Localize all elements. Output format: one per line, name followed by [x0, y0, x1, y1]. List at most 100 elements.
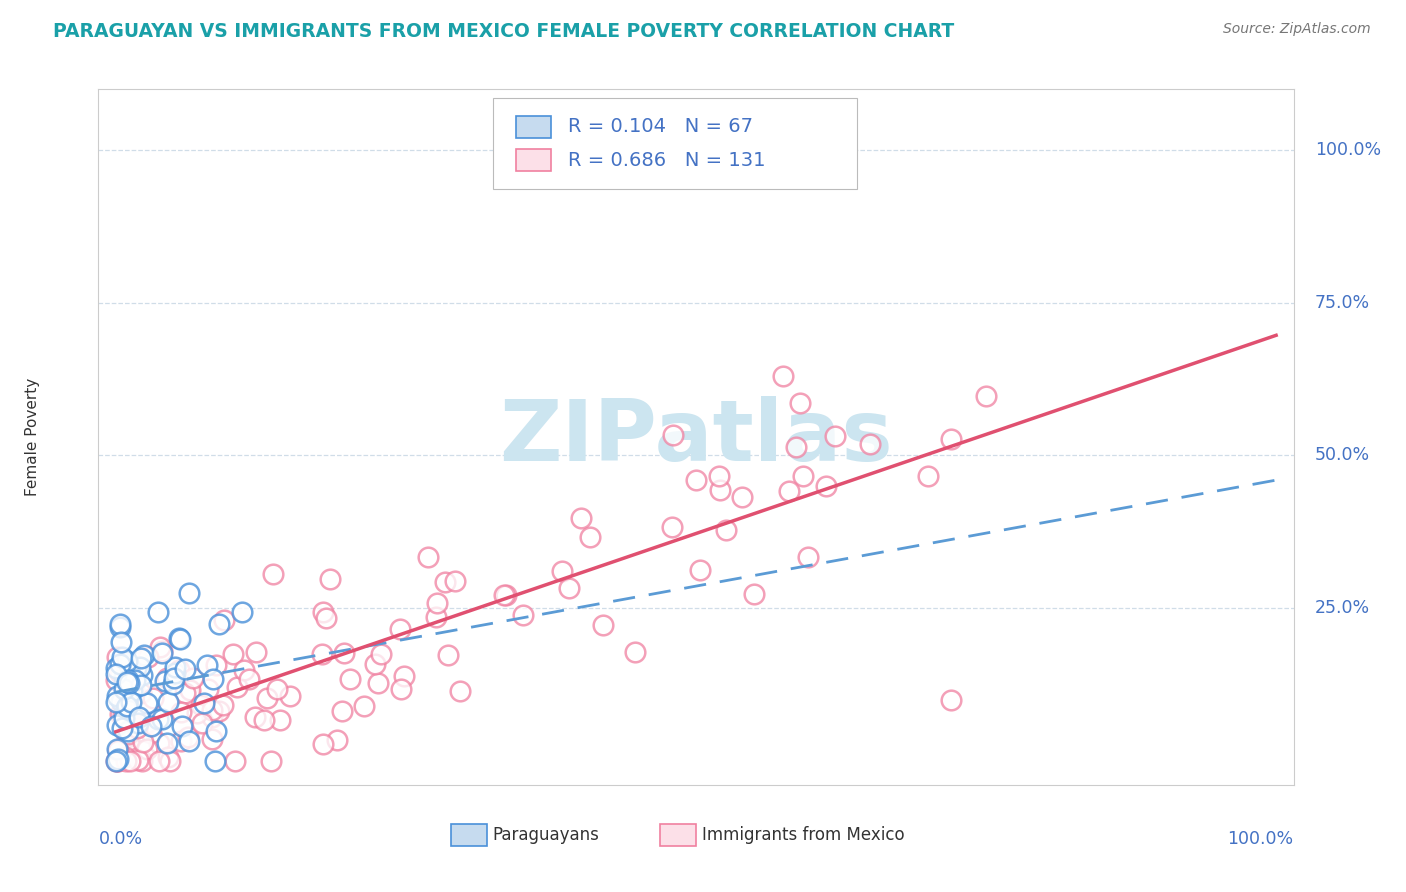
Point	[859, 437, 882, 451]
Point	[624, 645, 647, 659]
Point	[772, 368, 794, 383]
Point	[156, 750, 179, 764]
Point	[221, 647, 243, 661]
Point	[149, 640, 172, 654]
Point	[253, 713, 276, 727]
Text: 50.0%: 50.0%	[1315, 446, 1371, 465]
Point	[941, 432, 963, 446]
Point	[128, 656, 150, 670]
Point	[118, 687, 141, 701]
Point	[174, 662, 197, 676]
Point	[170, 706, 193, 720]
Point	[127, 716, 149, 731]
Point	[778, 484, 800, 499]
Point	[200, 731, 222, 746]
Point	[709, 469, 731, 483]
Point	[159, 754, 181, 768]
Point	[105, 742, 128, 756]
Point	[108, 665, 131, 680]
Point	[443, 574, 465, 589]
Text: 25.0%: 25.0%	[1315, 599, 1371, 617]
Point	[416, 549, 439, 564]
Point	[238, 673, 260, 687]
Point	[108, 620, 131, 634]
Point	[312, 605, 335, 619]
FancyBboxPatch shape	[661, 824, 696, 847]
Text: Female Poverty: Female Poverty	[25, 378, 41, 496]
Point	[148, 736, 170, 750]
Point	[579, 530, 602, 544]
Point	[551, 564, 574, 578]
Point	[311, 647, 333, 661]
Point	[190, 716, 212, 731]
Point	[118, 666, 141, 681]
Point	[177, 734, 200, 748]
Point	[176, 731, 198, 745]
Point	[129, 678, 152, 692]
Point	[114, 749, 136, 764]
Point	[117, 673, 139, 688]
Point	[111, 649, 134, 664]
Point	[312, 737, 335, 751]
Point	[118, 676, 141, 690]
Point	[200, 710, 222, 724]
Point	[212, 698, 235, 712]
Point	[139, 719, 162, 733]
Point	[141, 725, 163, 739]
Point	[131, 723, 153, 738]
Point	[245, 645, 267, 659]
Point	[122, 718, 145, 732]
Point	[558, 581, 581, 595]
Point	[183, 672, 205, 686]
Text: Immigrants from Mexico: Immigrants from Mexico	[702, 826, 904, 844]
Point	[148, 754, 170, 768]
Point	[269, 713, 291, 727]
Point	[150, 644, 173, 658]
Point	[129, 651, 152, 665]
Point	[169, 733, 191, 747]
Point	[339, 672, 361, 686]
Text: 0.0%: 0.0%	[98, 830, 142, 848]
Text: Paraguayans: Paraguayans	[494, 826, 600, 844]
Point	[105, 666, 128, 681]
Point	[107, 752, 129, 766]
Point	[115, 730, 138, 744]
Point	[115, 714, 138, 729]
Point	[792, 468, 814, 483]
Point	[262, 566, 284, 581]
Point	[367, 675, 389, 690]
Point	[105, 754, 128, 768]
Point	[107, 742, 129, 756]
Point	[127, 753, 149, 767]
Point	[179, 683, 201, 698]
Point	[153, 674, 176, 689]
Text: 75.0%: 75.0%	[1315, 293, 1371, 312]
Point	[709, 483, 731, 497]
Point	[136, 649, 159, 664]
Point	[353, 698, 375, 713]
Point	[193, 696, 215, 710]
Point	[132, 734, 155, 748]
Point	[204, 754, 226, 768]
Point	[146, 605, 169, 619]
Point	[117, 724, 139, 739]
Text: R = 0.104   N = 67: R = 0.104 N = 67	[568, 117, 754, 136]
Point	[197, 681, 219, 696]
Point	[315, 611, 337, 625]
Point	[426, 596, 449, 610]
Point	[266, 681, 288, 696]
Point	[494, 588, 516, 602]
Point	[117, 674, 139, 689]
Point	[512, 608, 534, 623]
Point	[201, 672, 224, 686]
Point	[186, 706, 208, 720]
Point	[177, 586, 200, 600]
Point	[974, 389, 997, 403]
Point	[917, 468, 939, 483]
Point	[105, 754, 128, 768]
Point	[124, 661, 146, 675]
FancyBboxPatch shape	[451, 824, 486, 847]
Point	[169, 632, 191, 646]
Point	[124, 673, 146, 687]
Point	[685, 473, 707, 487]
